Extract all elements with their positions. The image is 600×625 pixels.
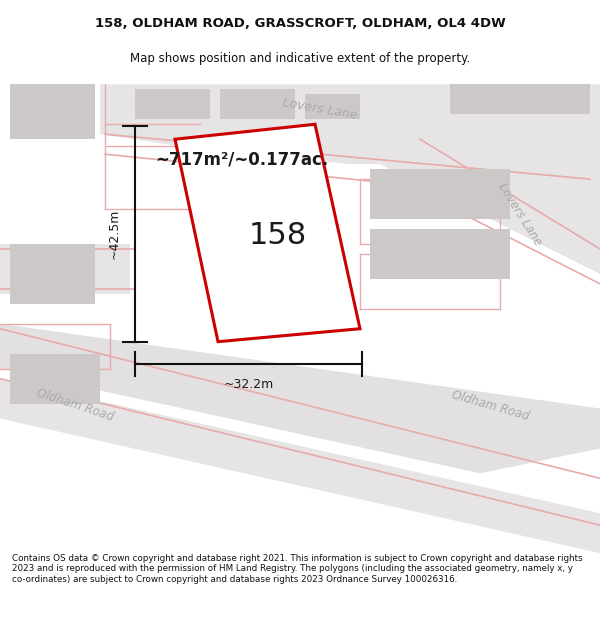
Polygon shape [10, 354, 100, 404]
Text: Map shows position and indicative extent of the property.: Map shows position and indicative extent… [130, 52, 470, 65]
Polygon shape [10, 84, 95, 139]
Text: 158, OLDHAM ROAD, GRASSCROFT, OLDHAM, OL4 4DW: 158, OLDHAM ROAD, GRASSCROFT, OLDHAM, OL… [95, 17, 505, 30]
Polygon shape [0, 244, 130, 294]
Polygon shape [370, 169, 510, 219]
Polygon shape [305, 94, 360, 119]
Polygon shape [0, 324, 600, 473]
Text: Lovers Lane: Lovers Lane [281, 96, 358, 122]
Text: Contains OS data © Crown copyright and database right 2021. This information is : Contains OS data © Crown copyright and d… [12, 554, 583, 584]
Text: ~32.2m: ~32.2m [223, 378, 274, 391]
Text: Oldham Road: Oldham Road [449, 388, 530, 422]
Polygon shape [215, 209, 300, 284]
Text: 158: 158 [249, 221, 307, 251]
Polygon shape [450, 84, 590, 114]
Polygon shape [0, 379, 600, 553]
Polygon shape [135, 89, 210, 119]
Text: Lovers Lane: Lovers Lane [496, 181, 544, 248]
Text: ~717m²/~0.177ac.: ~717m²/~0.177ac. [155, 150, 328, 168]
Polygon shape [380, 84, 600, 274]
Text: Oldham Road: Oldham Road [35, 387, 115, 424]
Polygon shape [175, 124, 360, 342]
Polygon shape [370, 229, 510, 279]
Polygon shape [100, 84, 600, 164]
Polygon shape [220, 89, 295, 119]
Polygon shape [10, 244, 95, 304]
Text: ~42.5m: ~42.5m [108, 209, 121, 259]
